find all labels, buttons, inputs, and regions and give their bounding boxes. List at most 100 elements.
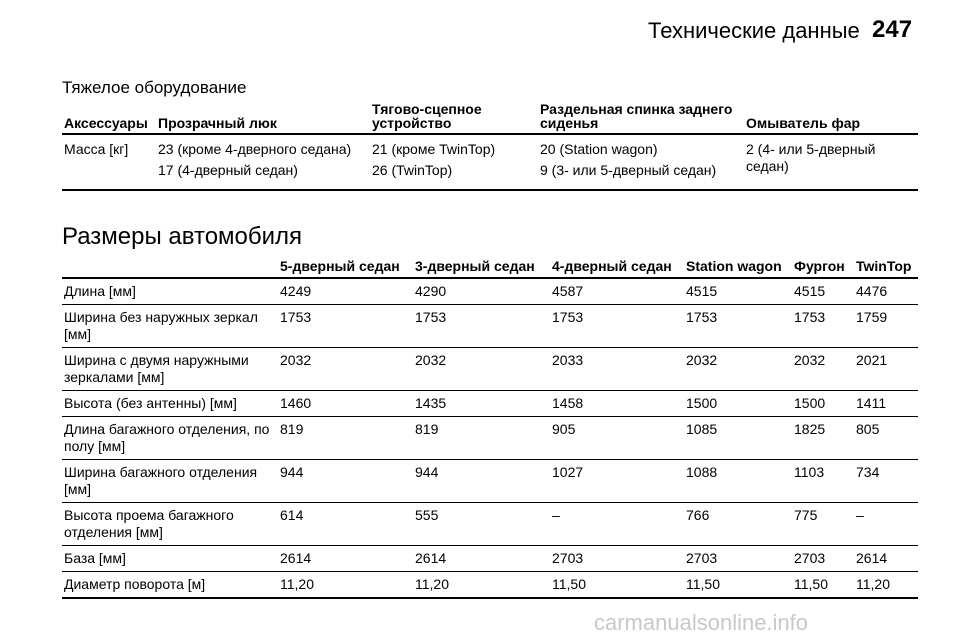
- table-cell: 4290: [413, 278, 550, 305]
- table-row: Высота (без антенны) [мм] 1460 1435 1458 150…: [62, 390, 918, 417]
- table-row: Длина [мм] 4249 4290 4587 4515 4515 4476: [62, 278, 918, 305]
- column-header: Омыватель фар: [744, 100, 918, 135]
- table-cell: 805: [854, 416, 918, 460]
- row-label: Диаметр поворота [м]: [62, 571, 278, 599]
- heavy-equipment-table: Аксессуары Прозрачный люк Тягово-сцепное…: [62, 100, 918, 191]
- sunroof-cell: 23 (кроме 4-дверного седана) 17 (4-дверн…: [156, 134, 370, 191]
- row-label: Масса [кг]: [62, 134, 156, 191]
- column-header: 5-дверный седан: [278, 256, 413, 279]
- cell-line: 21 (кроме TwinTop): [372, 141, 496, 157]
- table-cell: 1753: [684, 304, 792, 348]
- table-header-row: Аксессуары Прозрачный люк Тягово-сцепное…: [62, 100, 918, 135]
- table-cell: 4249: [278, 278, 413, 305]
- table-cell: 1753: [413, 304, 550, 348]
- table-cell: 2032: [413, 347, 550, 391]
- page-number: 247: [872, 16, 913, 43]
- table-cell: 1027: [550, 459, 684, 503]
- cell-line: 20 (Station wagon): [540, 141, 658, 157]
- cell-line: 26 (TwinTop): [372, 162, 453, 178]
- table-row: Длина багажного отделения, по полу [мм] 8…: [62, 416, 918, 460]
- column-header: Раздельная спинка заднего сиденья: [538, 100, 744, 135]
- table-cell: 555: [413, 502, 550, 546]
- section-title-heavy-equipment: Тяжелое оборудование: [62, 78, 247, 97]
- table-cell: 1088: [684, 459, 792, 503]
- table-cell: 2614: [413, 545, 550, 572]
- column-header: [62, 256, 278, 279]
- dimensions-table: 5-дверный седан 3-дверный седан 4-дверны…: [62, 256, 918, 599]
- column-header: TwinTop: [854, 256, 918, 279]
- table-cell: –: [854, 502, 918, 546]
- table-cell: 734: [854, 459, 918, 503]
- table-cell: 1500: [684, 390, 792, 417]
- table-cell: 1460: [278, 390, 413, 417]
- headlamp-washer-cell: 2 (4- или 5-дверный седан): [744, 134, 918, 191]
- table-cell: 2032: [278, 347, 413, 391]
- table-cell: 614: [278, 502, 413, 546]
- page-header-title: Технические данные: [648, 18, 860, 43]
- table-cell: 1103: [792, 459, 854, 503]
- table-cell: 4515: [792, 278, 854, 305]
- row-label: Высота проема багажного отделения [мм]: [62, 502, 278, 546]
- table-cell: 1753: [792, 304, 854, 348]
- table-cell: 1753: [550, 304, 684, 348]
- table-cell: 4476: [854, 278, 918, 305]
- table-cell: 1435: [413, 390, 550, 417]
- section-title-dimensions: Размеры автомобиля: [62, 223, 303, 250]
- cell-line: 17 (4-дверный седан): [158, 162, 298, 178]
- table-cell: 1458: [550, 390, 684, 417]
- row-label: Длина багажного отделения, по полу [мм]: [62, 416, 278, 460]
- column-header: 3-дверный седан: [413, 256, 550, 279]
- table-cell: 2614: [854, 545, 918, 572]
- table-cell: 2703: [792, 545, 854, 572]
- column-header: Аксессуары: [62, 100, 156, 135]
- table-cell: 1753: [278, 304, 413, 348]
- table-row: Диаметр поворота [м] 11,20 11,20 11,50 11,50…: [62, 571, 918, 599]
- table-row: Ширина без наружных зеркал [мм] 1753 1753 1…: [62, 304, 918, 348]
- cell-line: 9 (3- или 5-дверный седан): [540, 162, 717, 178]
- column-header: Прозрачный люк: [156, 100, 370, 135]
- column-header: Station wagon: [684, 256, 792, 279]
- table-cell: 1500: [792, 390, 854, 417]
- table-cell: 1411: [854, 390, 918, 417]
- table-cell: 4515: [684, 278, 792, 305]
- table-cell: 775: [792, 502, 854, 546]
- table-row: Ширина багажного отделения [мм] 944 944 102…: [62, 459, 918, 503]
- cell-line: 23 (кроме 4-дверного седана): [158, 141, 352, 157]
- table-cell: 4587: [550, 278, 684, 305]
- table-cell: 11,50: [550, 571, 684, 599]
- table-cell: 2033: [550, 347, 684, 391]
- table-row: Масса [кг] 23 (кроме 4-дверного седана) …: [62, 134, 918, 191]
- table-cell: 819: [413, 416, 550, 460]
- table-cell: 2032: [792, 347, 854, 391]
- table-cell: 1759: [854, 304, 918, 348]
- tow-cell: 21 (кроме TwinTop) 26 (TwinTop): [370, 134, 538, 191]
- table-row: Ширина с двумя наружными зеркалами [мм] 2…: [62, 347, 918, 391]
- table-cell: 944: [413, 459, 550, 503]
- row-label: Ширина с двумя наружными зеркалами [мм]: [62, 347, 278, 391]
- row-label: Высота (без антенны) [мм]: [62, 390, 278, 417]
- table-cell: 11,50: [684, 571, 792, 599]
- table-cell: 1825: [792, 416, 854, 460]
- column-header: Фургон: [792, 256, 854, 279]
- table-cell: 2614: [278, 545, 413, 572]
- watermark: carmanualsonline.info: [594, 610, 809, 635]
- table-cell: 1085: [684, 416, 792, 460]
- table-cell: 2021: [854, 347, 918, 391]
- column-header: Тягово-сцепное устройство: [370, 100, 538, 135]
- row-label: Ширина без наружных зеркал [мм]: [62, 304, 278, 348]
- table-cell: 2703: [550, 545, 684, 572]
- row-label: Ширина багажного отделения [мм]: [62, 459, 278, 503]
- table-cell: 2032: [684, 347, 792, 391]
- split-seat-cell: 20 (Station wagon) 9 (3- или 5-дверный с…: [538, 134, 744, 191]
- table-cell: –: [550, 502, 684, 546]
- row-label: База [мм]: [62, 545, 278, 572]
- table-cell: 944: [278, 459, 413, 503]
- table-cell: 2703: [684, 545, 792, 572]
- table-cell: 11,20: [278, 571, 413, 599]
- table-cell: 766: [684, 502, 792, 546]
- table-row: База [мм] 2614 2614 2703 2703 2703 2614: [62, 545, 918, 572]
- table-cell: 819: [278, 416, 413, 460]
- table-cell: 11,50: [792, 571, 854, 599]
- table-cell: 11,20: [854, 571, 918, 599]
- table-cell: 11,20: [413, 571, 550, 599]
